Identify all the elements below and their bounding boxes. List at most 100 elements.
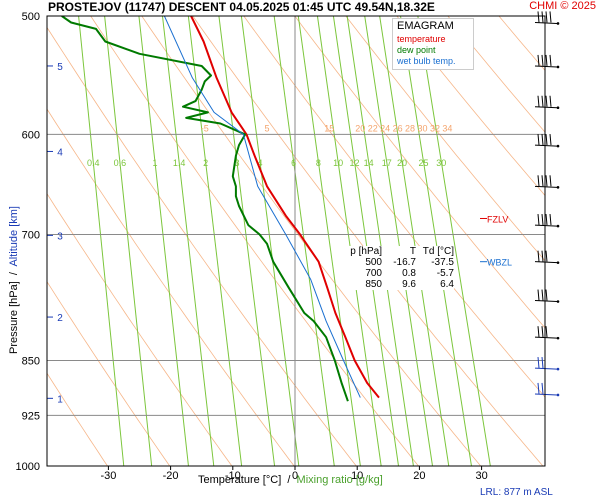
x-tick-label: 10 — [351, 470, 363, 482]
dry-adiabat-line — [498, 16, 545, 72]
mixing-ratio-lines — [78, 16, 491, 466]
table-cell: 500 — [365, 257, 382, 268]
x-axis-title-mixing: Mixing ratio [g/kg] — [296, 474, 383, 486]
wind-barb-feather — [545, 326, 548, 338]
wind-barb-shaft — [534, 300, 558, 303]
dry-adiabat-label: 22 — [368, 123, 378, 133]
wind-barb — [534, 175, 560, 189]
chart-title: PROSTEJOV (11747) DESCENT 04.05.2025 01:… — [48, 0, 435, 14]
y-axis-title-separator: / — [8, 266, 20, 282]
mixing-ratio-label: 8 — [316, 158, 321, 168]
wbzl-marker: WBZL — [480, 258, 512, 268]
mixing-ratio-line — [346, 16, 414, 466]
dry-adiabat-line — [47, 26, 357, 466]
wind-barb-feather — [545, 95, 548, 107]
table-row: 500 -16.7 -37.5 — [346, 257, 454, 268]
pressure-tick-label: 500 — [22, 11, 40, 23]
table-cell: 6.4 — [440, 279, 454, 290]
legend-temperature: temperature — [397, 34, 446, 44]
altitude-tick-label: 1 — [57, 394, 63, 405]
mixing-ratio-line — [187, 16, 243, 466]
wind-barb-dot — [556, 224, 560, 228]
wind-barb-feather — [545, 175, 548, 187]
sounding-series — [61, 16, 380, 402]
wind-barb — [534, 95, 560, 110]
wind-barb — [534, 289, 560, 303]
wind-barbs — [534, 11, 560, 397]
wind-barb-dot — [556, 65, 560, 69]
dry-adiabat-label: 5 — [265, 123, 270, 133]
mixing-ratio-line — [297, 16, 361, 466]
wind-barb-shaft — [534, 65, 558, 68]
mixing-ratio-label: 2 — [203, 158, 208, 168]
mixing-ratio-label: 12 — [350, 158, 360, 168]
chart-labels: 0.4 0.6 1 1.4 2 3 4 6 8 10 12 14 17 20 25 30-5 5 15 20 22 24… — [16, 11, 513, 482]
wind-barb-shaft — [534, 106, 558, 109]
wind-barb-feather — [537, 175, 540, 187]
wind-barb-dot — [556, 393, 560, 397]
wind-barb-shaft — [534, 144, 558, 147]
y-axis-title-altitude: Altitude [km] — [8, 206, 20, 267]
dry-adiabat-line — [141, 16, 482, 466]
wind-barb-shaft — [534, 393, 558, 396]
wind-barb-feather — [541, 134, 544, 146]
dry-adiabat-label: 34 — [442, 123, 452, 133]
dry-adiabat-label: 20 — [355, 123, 365, 133]
wind-barb-shaft — [534, 261, 558, 264]
x-tick-label: 20 — [413, 470, 425, 482]
mixing-ratio-label: 17 — [382, 158, 392, 168]
mixing-ratio-line — [240, 16, 300, 466]
mixing-ratio-line — [218, 16, 276, 466]
wbzl-label: WBZL — [487, 258, 512, 268]
dry-adiabat-line — [345, 16, 545, 262]
mixing-ratio-line — [78, 16, 125, 466]
wind-barb-feather — [537, 54, 540, 67]
altitude-tick-label: 3 — [57, 231, 63, 242]
wind-barb-dot — [556, 367, 560, 371]
y-axis-title: Pressure [hPa] / Altitude [km] — [8, 206, 20, 354]
wind-barb-dot — [556, 336, 560, 340]
wind-barb-shaft — [534, 367, 558, 370]
dry-adiabat-label: 26 — [393, 123, 403, 133]
table-cell: 0.8 — [402, 268, 416, 279]
dry-adiabat-label: 32 — [430, 123, 440, 133]
dry-adiabats — [47, 16, 600, 466]
table-cell: 850 — [365, 279, 382, 290]
mixing-ratio-line — [364, 16, 434, 466]
wind-barb-dot — [556, 186, 560, 189]
dry-adiabat-label: -5 — [201, 123, 209, 133]
x-tick-label: 0 — [292, 470, 298, 482]
table-row: 700 0.8 -5.7 — [346, 268, 454, 279]
wind-barb-feather — [545, 134, 548, 146]
wind-barb-feather — [541, 11, 544, 23]
mixing-ratio-label: 0.4 — [87, 158, 100, 168]
wind-barb — [534, 11, 560, 25]
wind-barb-shaft — [534, 336, 558, 339]
dry-adiabat-line — [47, 192, 233, 466]
wind-barb-feather — [541, 326, 544, 338]
wind-barb-dot — [556, 106, 560, 110]
grid-lines — [47, 15, 545, 470]
dry-adiabat-line — [550, 16, 600, 466]
legend-wet-bulb: wet bulb temp. — [397, 56, 456, 66]
x-tick-label: -10 — [225, 470, 241, 482]
table-header-row: p [hPa] T Td [°C] — [346, 246, 454, 257]
dry-adiabat-line — [294, 16, 545, 329]
wind-barb-feather — [549, 175, 552, 187]
wind-barb-feather — [541, 382, 544, 395]
wind-barb — [534, 134, 560, 148]
dry-adiabat-label: 24 — [380, 123, 390, 133]
table-header-td: Td [°C] — [422, 246, 454, 257]
wind-barb-feather — [549, 214, 552, 226]
wind-barb-feather — [549, 134, 552, 146]
mixing-ratio-label: 1 — [153, 158, 158, 168]
table-cell: -5.7 — [436, 268, 454, 279]
wind-barb-feather — [537, 11, 540, 23]
wind-barb-feather — [537, 289, 540, 301]
mixing-ratio-line — [379, 16, 450, 466]
mixing-ratio-line — [161, 16, 215, 466]
table-cell: 9.6 — [402, 279, 416, 290]
fzlv-label: FZLV — [487, 214, 508, 224]
mixing-ratio-label: 3 — [234, 158, 239, 168]
x-axis-title-separator: / — [281, 474, 297, 486]
